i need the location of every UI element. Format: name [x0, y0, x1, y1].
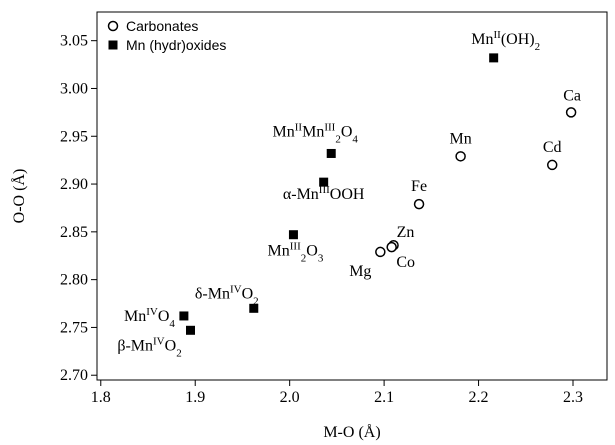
legend-marker — [108, 40, 118, 50]
label-part: III — [290, 241, 301, 253]
label-part: Mn — [449, 130, 471, 147]
point-label: MnIIMnIII2O4 — [273, 121, 359, 145]
y-tick-label: 2.90 — [60, 176, 88, 193]
point — [288, 230, 298, 240]
point-label: Co — [396, 254, 415, 271]
label-part: α-Mn — [283, 186, 319, 203]
x-tick-label: 2.1 — [374, 389, 394, 406]
label-part: Mn — [124, 308, 146, 325]
point — [455, 151, 466, 162]
label-part: 3 — [318, 253, 324, 265]
y-tick-label: 2.80 — [60, 272, 88, 289]
label-part: Mn — [268, 243, 290, 260]
y-tick-label: 3.05 — [60, 33, 88, 50]
y-tick-label: 2.85 — [60, 224, 88, 241]
label-part: Mg — [349, 263, 371, 280]
label-part: 4 — [169, 318, 175, 330]
label-part: (OH) — [501, 31, 535, 48]
label-part: Co — [396, 254, 415, 271]
label-part: OOH — [330, 186, 365, 203]
point — [546, 159, 558, 171]
point-label: MnIVO4 — [124, 306, 175, 330]
label-part: 2 — [301, 253, 307, 265]
label-part: O — [158, 308, 170, 325]
point-label: Mn — [449, 130, 471, 147]
point-label: Mg — [349, 263, 371, 280]
label-part: IV — [230, 283, 242, 295]
legend: Carbonates Mn (hydr)oxides — [107, 18, 226, 53]
label-part: Fe — [411, 178, 427, 195]
y-tick-label: 2.70 — [60, 367, 88, 384]
point-label: Zn — [397, 224, 415, 241]
point — [249, 303, 259, 313]
label-part: 2 — [335, 133, 341, 145]
label-part: II — [295, 121, 303, 133]
label-part: III — [324, 121, 335, 133]
y-axis-label: O-O (Å) — [10, 169, 28, 224]
point-label: β-MnIVO2 — [117, 335, 181, 359]
point — [413, 198, 425, 210]
x-tick-label: 2.3 — [563, 389, 583, 406]
label-part: O — [306, 243, 318, 260]
point-label: MnIII2O3 — [268, 241, 324, 265]
label-part: Mn — [302, 123, 324, 140]
x-tick-label: 1.9 — [185, 389, 205, 406]
legend-label: Mn (hydr)oxides — [126, 37, 226, 53]
point-label: Ca — [563, 87, 581, 104]
point — [375, 246, 386, 258]
y-tick-label: 2.95 — [60, 128, 88, 145]
point — [489, 53, 499, 63]
x-tick-label: 2.2 — [469, 389, 489, 406]
point-label: δ-MnIVO2 — [195, 283, 259, 307]
label-part: II — [493, 29, 501, 41]
plot-frame — [96, 11, 608, 381]
point-label: Cd — [543, 139, 562, 156]
point — [326, 148, 336, 158]
label-part: Mn — [273, 123, 295, 140]
label-part: Ca — [563, 87, 581, 104]
label-part: O — [341, 123, 353, 140]
y-tick-label: 2.75 — [60, 319, 88, 336]
label-part: O — [242, 285, 254, 302]
label-part: 2 — [176, 347, 182, 359]
x-axis-label: M-O (Å) — [323, 423, 380, 441]
point — [319, 177, 329, 187]
point — [565, 107, 577, 118]
point — [179, 311, 189, 321]
y-tick-label: 3.00 — [60, 80, 88, 97]
legend-marker — [107, 20, 119, 32]
label-part: III — [319, 184, 330, 196]
label-part: δ-Mn — [195, 285, 230, 302]
point — [386, 241, 397, 253]
label-part: Mn — [471, 31, 493, 48]
label-part: 2 — [535, 41, 541, 53]
label-part: 4 — [352, 133, 358, 145]
legend-label: Carbonates — [126, 18, 198, 34]
label-part: IV — [153, 335, 165, 347]
label-part: 2 — [253, 295, 259, 307]
x-tick-label: 1.8 — [91, 389, 111, 406]
label-part: Zn — [397, 224, 415, 241]
label-part: Cd — [543, 139, 562, 156]
point-label: α-MnIIIOOH — [283, 184, 365, 203]
label-part: IV — [146, 306, 158, 318]
point-label: Fe — [411, 178, 427, 195]
x-tick-label: 2.0 — [280, 389, 300, 406]
label-part: β-Mn — [117, 337, 153, 354]
point-label: MnII(OH)2 — [471, 29, 540, 53]
point — [186, 325, 195, 335]
label-part: O — [165, 337, 177, 354]
